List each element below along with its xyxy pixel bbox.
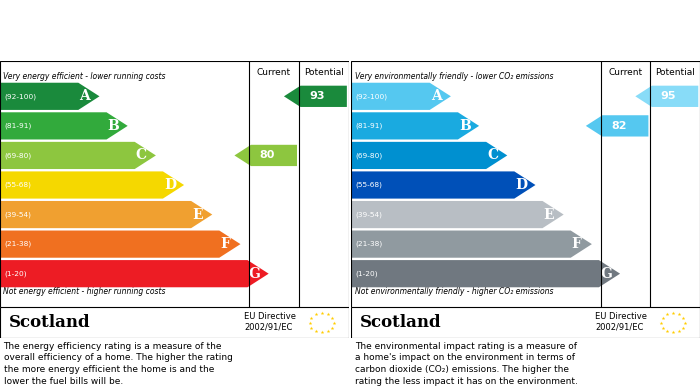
Text: The energy efficiency rating is a measure of the
overall efficiency of a home. T: The energy efficiency rating is a measur…	[4, 342, 232, 386]
Text: C: C	[136, 149, 147, 162]
Polygon shape	[351, 260, 620, 287]
Polygon shape	[351, 83, 451, 110]
Text: Scotland: Scotland	[8, 314, 90, 331]
Text: F: F	[572, 237, 582, 251]
Text: (39-54): (39-54)	[4, 211, 32, 218]
Text: (55-68): (55-68)	[356, 182, 383, 188]
Text: EU Directive
2002/91/EC: EU Directive 2002/91/EC	[244, 312, 296, 332]
Polygon shape	[0, 231, 241, 258]
Text: Energy Efficiency Rating: Energy Efficiency Rating	[8, 27, 192, 40]
Text: (92-100): (92-100)	[356, 93, 388, 100]
Polygon shape	[351, 171, 536, 199]
Text: (39-54): (39-54)	[356, 211, 383, 218]
Text: Not energy efficient - higher running costs: Not energy efficient - higher running co…	[4, 287, 166, 296]
Text: 82: 82	[611, 121, 626, 131]
Polygon shape	[351, 142, 508, 169]
Text: (55-68): (55-68)	[4, 182, 32, 188]
Text: Not environmentally friendly - higher CO₂ emissions: Not environmentally friendly - higher CO…	[355, 287, 554, 296]
Text: (69-80): (69-80)	[4, 152, 32, 159]
Text: A: A	[79, 89, 90, 103]
Text: Potential: Potential	[655, 68, 695, 77]
Text: 93: 93	[309, 91, 325, 101]
Text: F: F	[220, 237, 230, 251]
Text: EU Directive
2002/91/EC: EU Directive 2002/91/EC	[596, 312, 648, 332]
Text: E: E	[193, 208, 203, 222]
Text: A: A	[430, 89, 442, 103]
Text: (21-38): (21-38)	[4, 241, 32, 248]
Text: (69-80): (69-80)	[356, 152, 383, 159]
Text: B: B	[459, 119, 470, 133]
Polygon shape	[636, 86, 699, 107]
Polygon shape	[351, 201, 564, 228]
Text: D: D	[515, 178, 528, 192]
Text: The environmental impact rating is a measure of
a home's impact on the environme: The environmental impact rating is a mea…	[355, 342, 578, 386]
Text: (81-91): (81-91)	[4, 123, 32, 129]
Polygon shape	[0, 142, 156, 169]
Text: G: G	[248, 267, 260, 281]
Text: C: C	[487, 149, 498, 162]
Text: (1-20): (1-20)	[4, 271, 27, 277]
Text: Potential: Potential	[304, 68, 344, 77]
Text: 95: 95	[661, 91, 676, 101]
Polygon shape	[0, 112, 127, 140]
Text: Very environmentally friendly - lower CO₂ emissions: Very environmentally friendly - lower CO…	[355, 72, 554, 81]
Text: 80: 80	[260, 151, 275, 160]
Polygon shape	[351, 231, 592, 258]
Polygon shape	[0, 260, 269, 287]
Text: Current: Current	[257, 68, 291, 77]
Text: Environmental Impact (CO₂) Rating: Environmental Impact (CO₂) Rating	[360, 27, 622, 40]
Polygon shape	[0, 201, 212, 228]
Polygon shape	[284, 86, 347, 107]
Text: E: E	[544, 208, 554, 222]
Text: G: G	[600, 267, 612, 281]
Polygon shape	[0, 171, 184, 199]
Text: Scotland: Scotland	[360, 314, 442, 331]
Polygon shape	[586, 115, 648, 136]
Text: (1-20): (1-20)	[356, 271, 378, 277]
Polygon shape	[234, 145, 297, 166]
Text: (21-38): (21-38)	[356, 241, 383, 248]
Text: B: B	[108, 119, 119, 133]
Text: (81-91): (81-91)	[356, 123, 383, 129]
Text: (92-100): (92-100)	[4, 93, 36, 100]
Polygon shape	[0, 83, 99, 110]
Text: Current: Current	[608, 68, 643, 77]
Polygon shape	[351, 112, 479, 140]
Text: Very energy efficient - lower running costs: Very energy efficient - lower running co…	[4, 72, 166, 81]
Text: D: D	[164, 178, 176, 192]
